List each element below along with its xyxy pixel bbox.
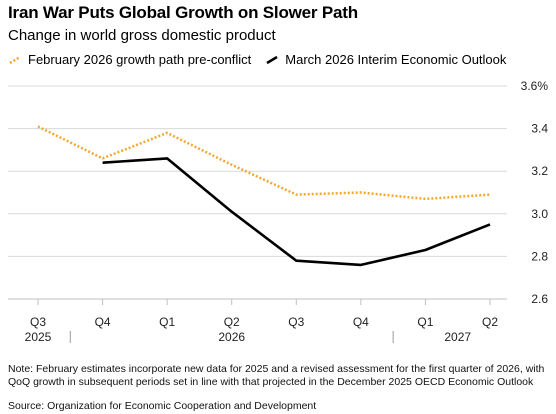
x-tick-label: Q3 — [288, 315, 304, 329]
year-group-label: 2027 — [444, 330, 471, 344]
year-group-label: 2026 — [218, 330, 245, 344]
x-tick-label: Q4 — [353, 315, 369, 329]
y-tick-label: 3.4 — [531, 122, 548, 136]
legend-swatch-pre-conflict — [9, 55, 21, 64]
legend-label-interim: March 2026 Interim Economic Outlook — [285, 52, 507, 67]
x-tick-label: Q2 — [224, 315, 240, 329]
grid-layer — [8, 85, 507, 300]
x-tick-label: Q3 — [30, 315, 46, 329]
series-line-pre-conflict — [37, 125, 491, 201]
y-tick-label: 2.8 — [531, 249, 548, 263]
year-group-label: 2025 — [25, 330, 52, 344]
legend-swatch-interim — [266, 55, 278, 64]
legend-label-pre-conflict: February 2026 growth path pre-conflict — [28, 52, 252, 67]
chart-subtitle: Change in world gross domestic product — [8, 27, 276, 44]
chart-source: Source: Organization for Economic Cooper… — [8, 400, 317, 412]
x-tick-label: Q1 — [417, 315, 433, 329]
y-tick-label: 3.0 — [531, 207, 548, 221]
chart-title: Iran War Puts Global Growth on Slower Pa… — [8, 3, 358, 22]
legend-item-pre-conflict: February 2026 growth path pre-conflict — [8, 52, 251, 67]
x-axis: Q3 Q4 Q1 Q2 Q3 Q4 Q1 Q2 2025 2026 2027 — [25, 299, 498, 344]
series-line-interim — [102, 157, 491, 267]
series-layer — [37, 125, 491, 267]
chart-footnote: Note: February estimates incorporate new… — [8, 363, 545, 388]
chart-legend: February 2026 growth path pre-conflict M… — [8, 52, 520, 67]
x-tick-label: Q1 — [159, 315, 175, 329]
x-tick-label: Q4 — [95, 315, 111, 329]
y-axis: 2.6 2.8 3.0 3.2 3.4 3.6% — [521, 79, 549, 306]
y-tick-label: 2.6 — [531, 292, 548, 306]
y-tick-label: 3.2 — [531, 164, 548, 178]
x-tick-label: Q2 — [482, 315, 498, 329]
legend-item-interim: March 2026 Interim Economic Outlook — [265, 52, 506, 67]
y-tick-label: 3.6% — [521, 79, 549, 93]
